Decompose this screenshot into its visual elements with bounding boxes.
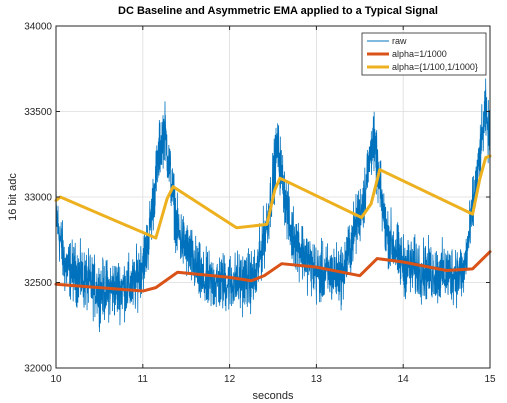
series-line-alpha-asym (54, 154, 492, 240)
legend-label-raw: raw (392, 36, 407, 46)
legend-label-alpha-asym: alpha={1/100,1/1000} (392, 62, 478, 72)
x-axis-label: seconds (253, 390, 294, 402)
legend: raw alpha=1/1000 alpha={1/100,1/1000} (361, 32, 487, 76)
ticks: 10 11 12 13 14 15 32000 32500 33000 33500 34000 (24, 22, 496, 386)
x-tick-label: 13 (311, 374, 323, 385)
x-tick-label: 12 (224, 374, 236, 385)
legend-label-alpha-slow: alpha=1/1000 (392, 49, 447, 59)
y-tick-label: 32000 (24, 364, 52, 375)
x-tick-label: 14 (398, 374, 410, 385)
y-tick-label: 33000 (24, 193, 52, 204)
x-tick-label: 11 (138, 374, 149, 385)
chart-title: DC Baseline and Asymmetric EMA applied t… (118, 5, 438, 17)
plot-area (54, 78, 492, 333)
y-tick-label: 33500 (24, 107, 52, 118)
y-tick-label: 32500 (24, 278, 52, 289)
x-tick-label: 15 (484, 374, 496, 385)
y-axis-label: 16 bit adc (7, 173, 19, 221)
x-tick-label: 10 (50, 374, 62, 385)
series-line-alpha-slow (54, 250, 492, 293)
y-tick-label: 34000 (24, 22, 52, 33)
